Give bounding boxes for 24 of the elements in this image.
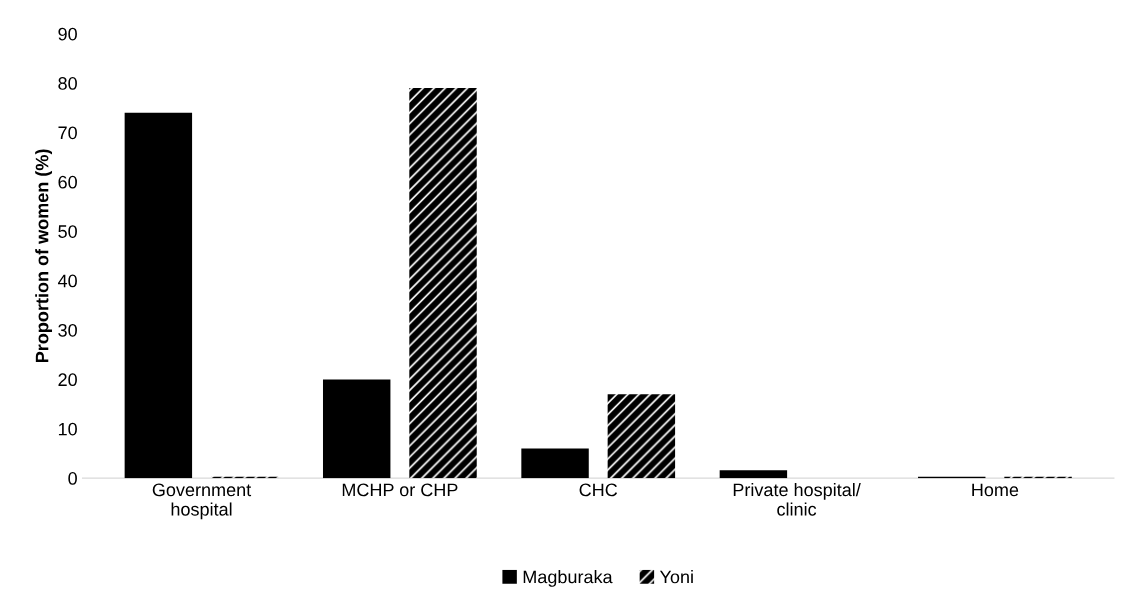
x-tick-label: Home: [972, 483, 1019, 497]
y-tick-label: 50: [58, 225, 77, 238]
bar: [521, 448, 589, 479]
y-tick-label: 20: [58, 373, 77, 387]
y-tick-label: 90: [58, 27, 77, 41]
bar: [409, 88, 477, 479]
x-tick-label: Government hospital: [152, 483, 252, 520]
bar: [322, 379, 391, 479]
y-tick-label: 10: [58, 422, 77, 436]
bar: [124, 112, 193, 479]
bar: [607, 394, 676, 479]
x-tick-label: Private hospital/ clinic: [733, 483, 861, 516]
legend-label: Magburaka: [523, 570, 613, 587]
x-tick-label: CHC: [579, 483, 618, 497]
y-tick-label: 80: [58, 77, 77, 90]
y-tick-label: 60: [58, 175, 77, 189]
bar: [719, 470, 788, 479]
legend-label: Yoni: [659, 570, 693, 584]
x-tick-label: MCHP or CHP: [342, 483, 458, 497]
y-tick-label: 30: [58, 323, 77, 337]
y-tick-label: 70: [58, 126, 77, 140]
y-tick-label: 0: [68, 472, 77, 485]
y-axis-title: Proportion of women (%): [35, 149, 53, 363]
y-tick-label: 40: [57, 274, 77, 288]
